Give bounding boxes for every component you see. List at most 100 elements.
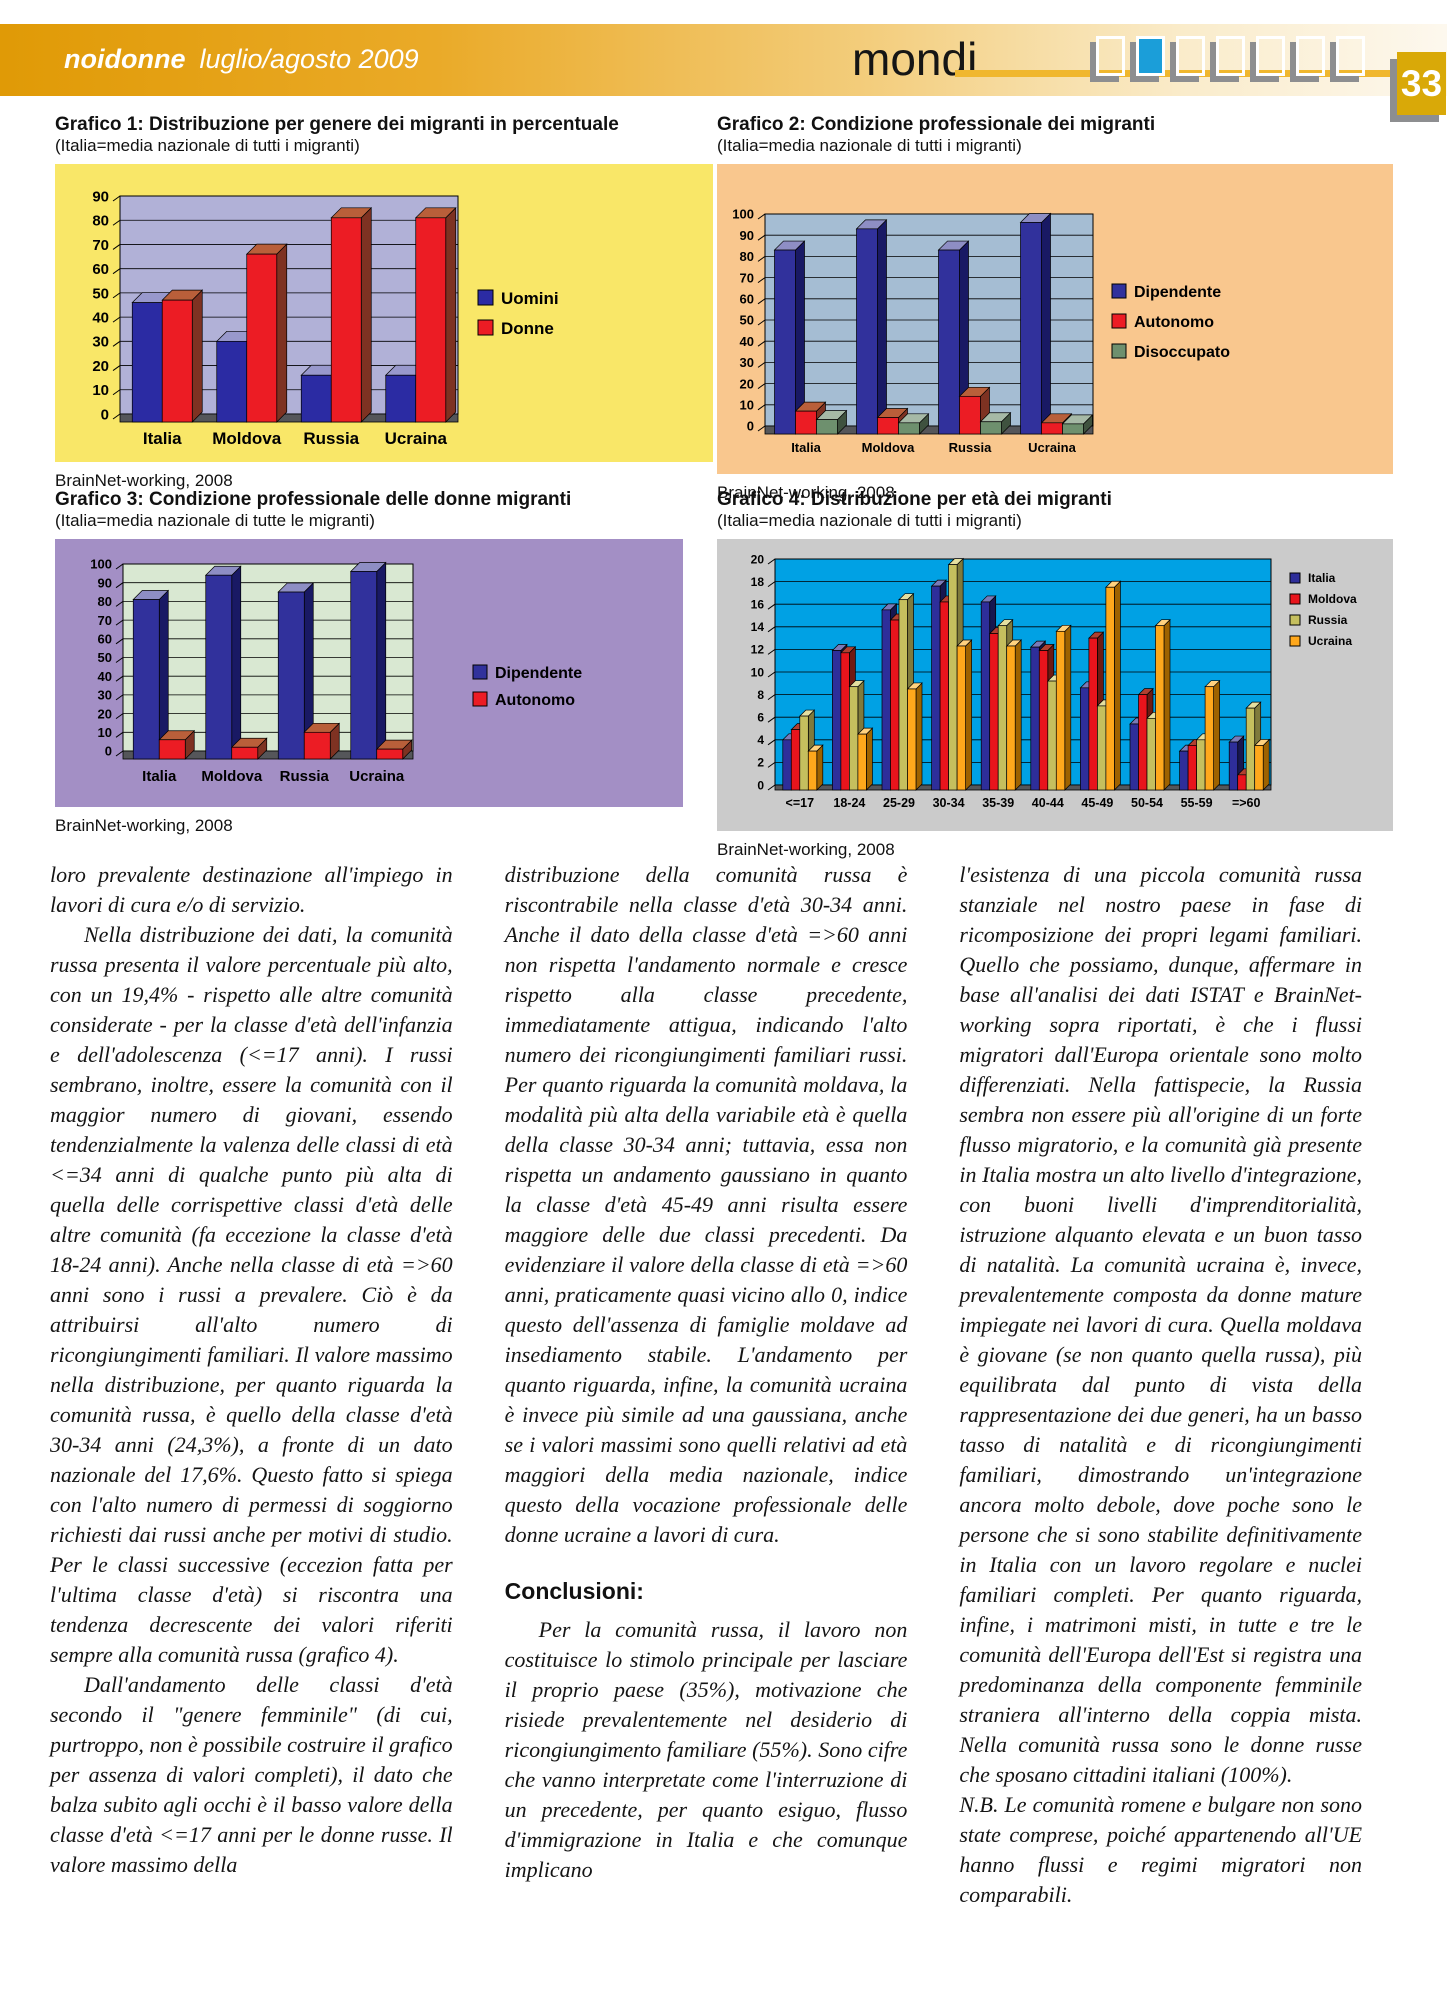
- svg-text:80: 80: [740, 249, 754, 264]
- svg-text:60: 60: [98, 631, 112, 646]
- svg-text:=>60: =>60: [1232, 796, 1261, 810]
- svg-text:18: 18: [751, 575, 765, 589]
- svg-text:100: 100: [732, 207, 754, 222]
- svg-text:30: 30: [98, 688, 112, 703]
- grafico-2-block: Grafico 2: Condizione professionale dei …: [717, 113, 1393, 503]
- svg-text:20: 20: [740, 376, 754, 391]
- svg-text:Ucraina: Ucraina: [1028, 440, 1076, 455]
- svg-text:70: 70: [98, 613, 112, 628]
- svg-text:50: 50: [740, 313, 754, 328]
- article-column-1: loro prevalente destinazione all'impiego…: [50, 860, 453, 1910]
- pager-square: [1296, 36, 1325, 76]
- grafico-1-block: Grafico 1: Distribuzione per genere dei …: [55, 113, 713, 491]
- svg-text:<=17: <=17: [786, 796, 815, 810]
- svg-text:Moldova: Moldova: [1308, 592, 1357, 606]
- paragraph: distribuzione della comunità russa è ris…: [504, 862, 908, 1547]
- grafico-2-subtitle: (Italia=media nazionale di tutti i migra…: [717, 136, 1022, 155]
- grafico-3-subtitle: (Italia=media nazionale di tutte le migr…: [55, 511, 375, 530]
- svg-text:80: 80: [98, 594, 112, 609]
- grafico-1-source: BrainNet-working, 2008: [55, 471, 233, 490]
- svg-text:Autonomo: Autonomo: [1134, 314, 1214, 331]
- grafico-1-subtitle: (Italia=media nazionale di tutti i migra…: [55, 136, 360, 155]
- svg-text:60: 60: [92, 261, 109, 278]
- svg-text:10: 10: [98, 725, 112, 740]
- svg-text:0: 0: [101, 406, 109, 423]
- svg-text:Ucraina: Ucraina: [349, 768, 405, 785]
- section-title: mondi: [852, 33, 978, 85]
- grafico-2-source: BrainNet-working, 2008: [717, 483, 895, 502]
- svg-text:20: 20: [98, 706, 112, 721]
- svg-text:Russia: Russia: [949, 440, 992, 455]
- svg-text:30: 30: [92, 334, 109, 351]
- pager-square: [1336, 36, 1365, 76]
- svg-text:Russia: Russia: [303, 429, 359, 448]
- svg-text:90: 90: [740, 228, 754, 243]
- svg-text:Moldova: Moldova: [201, 768, 262, 785]
- paragraph: Dall'andamento delle classi d'età second…: [50, 1672, 453, 1877]
- svg-text:90: 90: [92, 188, 109, 205]
- svg-text:8: 8: [757, 688, 764, 702]
- grafico-3-title: Grafico 3: Condizione professionale dell…: [55, 489, 572, 510]
- svg-text:40-44: 40-44: [1032, 796, 1064, 810]
- pager-square: [1096, 36, 1125, 76]
- svg-text:Uomini: Uomini: [501, 289, 559, 308]
- grafico-3-block: Grafico 3: Condizione professionale dell…: [55, 488, 683, 836]
- paragraph: loro prevalente destinazione all'impiego…: [50, 862, 453, 917]
- pager-square-active: [1136, 36, 1165, 76]
- svg-text:50: 50: [92, 285, 109, 302]
- paragraph: Per la comunità russa, il lavoro non cos…: [504, 1617, 908, 1882]
- svg-text:55-59: 55-59: [1181, 796, 1213, 810]
- svg-text:0: 0: [747, 419, 754, 434]
- svg-text:0: 0: [105, 744, 112, 759]
- magazine-brand: noidonne luglio/agosto 2009: [64, 44, 419, 75]
- article-column-2: distribuzione della comunità russa è ris…: [505, 860, 908, 1910]
- svg-text:14: 14: [751, 620, 765, 634]
- grafico-3-chart: 0 10 20 30 40 50 60 70 80 90 100 Italia Moldova Russi…: [55, 539, 683, 807]
- svg-text:4: 4: [757, 733, 764, 747]
- svg-text:50: 50: [98, 650, 112, 665]
- svg-text:35-39: 35-39: [982, 796, 1014, 810]
- svg-text:Italia: Italia: [791, 440, 821, 455]
- svg-text:10: 10: [751, 665, 765, 679]
- svg-text:12: 12: [751, 643, 765, 657]
- grafico-2-chart: 0 10 20 30 40 50 60 70 80 90 100 Italia Moldova Russi…: [717, 164, 1393, 474]
- svg-text:50-54: 50-54: [1131, 796, 1163, 810]
- grafico-4-block: Grafico 4: Distribuzione per età dei mig…: [717, 488, 1393, 860]
- svg-text:Moldova: Moldova: [862, 440, 915, 455]
- svg-text:40: 40: [98, 669, 112, 684]
- section-pager-squares: [1096, 36, 1365, 76]
- svg-text:Ucraina: Ucraina: [385, 429, 448, 448]
- grafico-3-source: BrainNet-working, 2008: [55, 816, 233, 835]
- article-column-3: l'esistenza di una piccola comunità russ…: [959, 860, 1362, 1910]
- paragraph: Nella distribuzione dei dati, la comunit…: [50, 922, 453, 1667]
- svg-text:70: 70: [92, 237, 109, 254]
- svg-text:6: 6: [757, 711, 764, 725]
- svg-text:Russia: Russia: [1308, 613, 1348, 627]
- svg-text:100: 100: [90, 557, 112, 572]
- svg-text:Donne: Donne: [501, 319, 554, 338]
- svg-text:10: 10: [740, 397, 754, 412]
- svg-text:30: 30: [740, 355, 754, 370]
- svg-text:Ucraina: Ucraina: [1308, 634, 1352, 648]
- issue-date: luglio/agosto 2009: [199, 44, 419, 74]
- pager-square: [1176, 36, 1205, 76]
- svg-text:70: 70: [740, 270, 754, 285]
- paragraph: l'esistenza di una piccola comunità russ…: [959, 862, 1363, 1787]
- svg-text:20: 20: [92, 358, 109, 375]
- header-bar: noidonne luglio/agosto 2009 mondi 33: [0, 24, 1447, 115]
- grafico-1-title: Grafico 1: Distribuzione per genere dei …: [55, 114, 619, 135]
- svg-text:Russia: Russia: [280, 768, 330, 785]
- svg-text:45-49: 45-49: [1081, 796, 1113, 810]
- svg-text:Autonomo: Autonomo: [495, 692, 575, 709]
- grafico-4-source: BrainNet-working, 2008: [717, 840, 895, 859]
- grafico-4-title: Grafico 4: Distribuzione per età dei mig…: [717, 489, 1112, 510]
- svg-text:90: 90: [98, 575, 112, 590]
- grafico-2-title: Grafico 2: Condizione professionale dei …: [717, 114, 1156, 135]
- pager-square: [1256, 36, 1285, 76]
- svg-text:0: 0: [757, 778, 764, 792]
- conclusions-heading: Conclusioni:: [504, 1578, 644, 1604]
- svg-text:Moldova: Moldova: [212, 429, 281, 448]
- svg-text:Dipendente: Dipendente: [1134, 284, 1221, 301]
- svg-text:18-24: 18-24: [833, 796, 865, 810]
- grafico-4-chart: 0 2 4 6 8 10 12 14 16 18 20 <=17 18-24 25-29 30-34 35-3…: [717, 539, 1393, 831]
